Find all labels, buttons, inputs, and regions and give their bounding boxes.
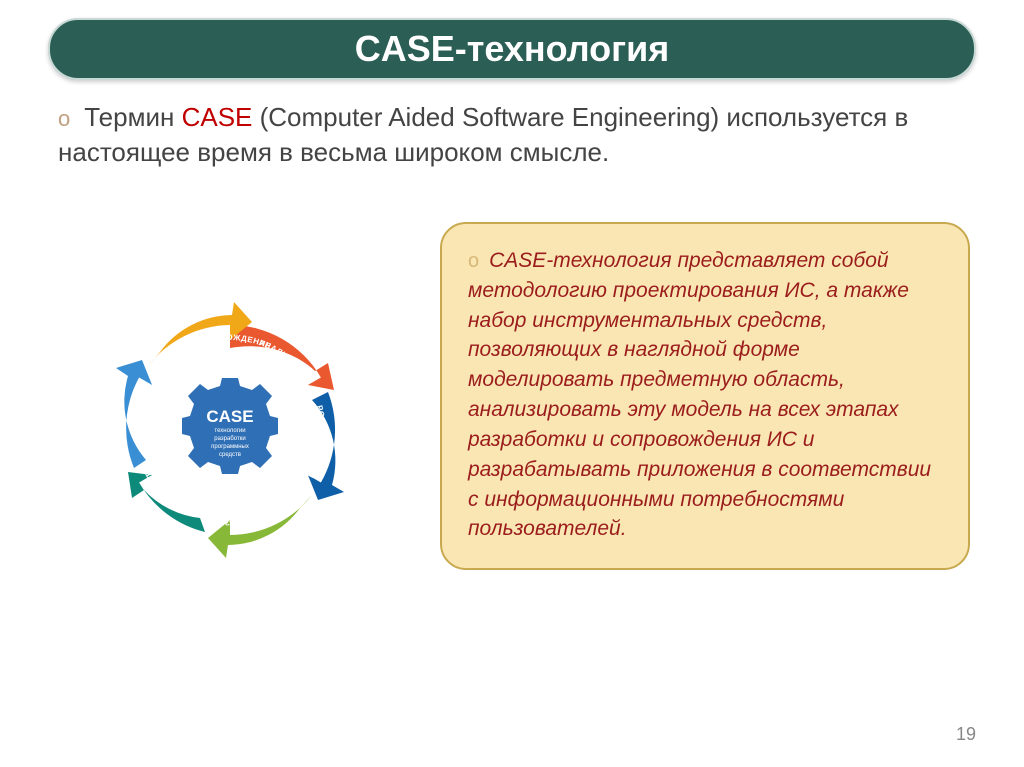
center-gear-icon: CASE технологии разработки программных с… — [182, 378, 278, 474]
bullet-1: oТермин CASE (Computer Aided Software En… — [58, 100, 966, 170]
gear-title: CASE — [206, 407, 253, 426]
callout-box: oCASE-технология представляет собой мето… — [440, 222, 970, 570]
header-bar: CASE-технология — [48, 18, 976, 80]
bullet-highlight: CASE — [182, 102, 253, 132]
callout-marker: o — [468, 250, 479, 272]
bullet-text-pre: Термин — [84, 102, 181, 132]
slide-title: CASE-технология — [355, 28, 670, 70]
case-cycle-diagram: АНАЛИЗ ПРОЕКТИРОВАНИЕ РЕАЛИЗАЦИЯ ТЕСТИРО… — [100, 300, 360, 560]
page-number: 19 — [956, 724, 976, 745]
gear-sub4: средств — [219, 452, 241, 458]
gear-sub3: программных — [211, 444, 249, 450]
seg2-label: РЕАЛИЗАЦИЯ — [198, 513, 262, 527]
gear-sub2: разработки — [214, 436, 245, 442]
seg3-label: ТЕСТИРОВАНИЕ — [133, 404, 154, 479]
cycle-segment-2: РЕАЛИЗАЦИЯ — [198, 495, 312, 558]
svg-text:ТЕСТИРОВАНИЕ: ТЕСТИРОВАНИЕ — [133, 404, 154, 479]
svg-text:РЕАЛИЗАЦИЯ: РЕАЛИЗАЦИЯ — [198, 513, 262, 527]
callout-text: CASE-технология представляет собой метод… — [468, 249, 931, 540]
bullet-marker: o — [58, 106, 70, 131]
gear-sub1: технологии — [214, 428, 245, 434]
